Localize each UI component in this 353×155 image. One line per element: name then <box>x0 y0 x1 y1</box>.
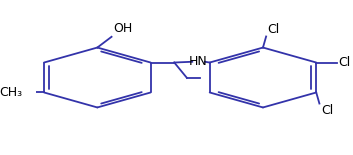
Text: Cl: Cl <box>321 104 333 117</box>
Text: Cl: Cl <box>338 56 351 69</box>
Text: Cl: Cl <box>268 23 280 36</box>
Text: HN: HN <box>189 55 207 68</box>
Text: OH: OH <box>113 22 132 35</box>
Text: CH₃: CH₃ <box>0 86 22 99</box>
